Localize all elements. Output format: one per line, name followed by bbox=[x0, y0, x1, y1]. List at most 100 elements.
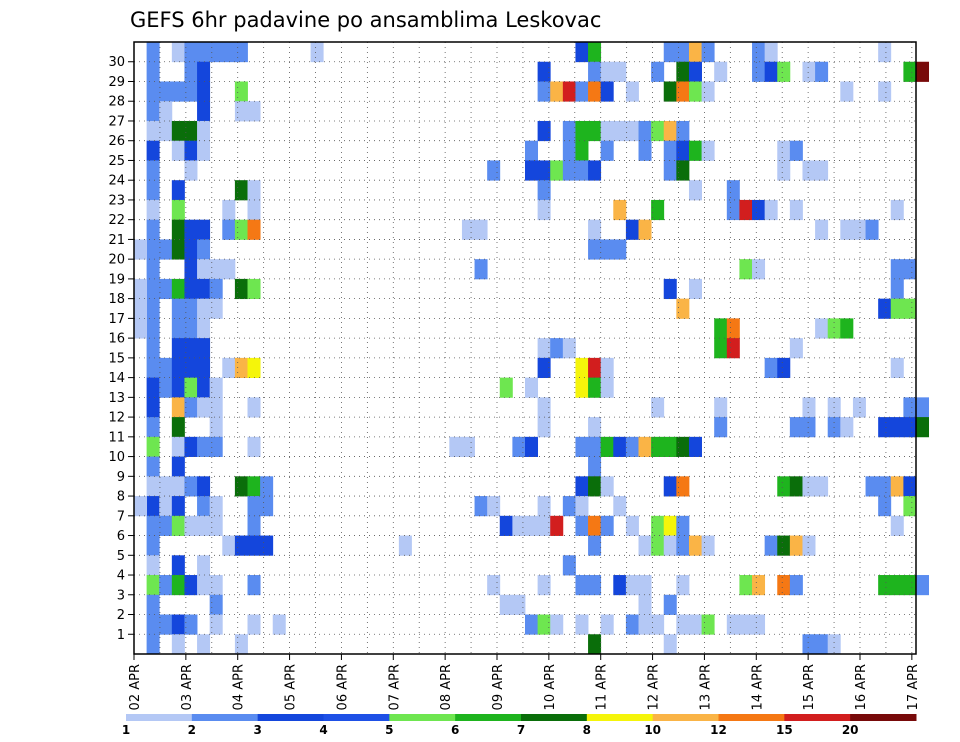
heatmap-cell bbox=[777, 575, 791, 596]
heatmap-cell bbox=[651, 515, 665, 536]
y-tick-label: 27 bbox=[108, 114, 125, 129]
grid-lines bbox=[134, 42, 916, 654]
heatmap-cell bbox=[625, 219, 639, 240]
heatmap-cell bbox=[588, 81, 602, 102]
heatmap-cell bbox=[171, 140, 185, 161]
heatmap-cell bbox=[134, 318, 148, 339]
y-tick-label: 26 bbox=[108, 134, 125, 149]
heatmap-cell bbox=[247, 436, 261, 457]
heatmap-cell bbox=[537, 338, 551, 359]
heatmap-cell bbox=[613, 61, 627, 82]
heatmap-cell bbox=[234, 357, 248, 379]
heatmap-cell bbox=[550, 160, 564, 181]
heatmap-cell bbox=[562, 81, 576, 102]
heatmap-cell bbox=[890, 515, 904, 536]
legend-label: 8 bbox=[583, 723, 591, 737]
heatmap-cell bbox=[739, 199, 753, 221]
heatmap-cell bbox=[197, 634, 211, 655]
x-tick-label: 14 APR bbox=[750, 664, 765, 710]
heatmap-cell bbox=[184, 259, 198, 280]
heatmap-cell bbox=[676, 120, 690, 142]
heatmap-cell bbox=[663, 634, 677, 655]
heatmap-cell bbox=[663, 436, 677, 457]
heatmap-cell bbox=[537, 357, 551, 379]
heatmap-cell bbox=[688, 81, 702, 102]
heatmap-cell bbox=[512, 515, 526, 536]
heatmap-cell bbox=[840, 219, 854, 240]
heatmap-cell bbox=[146, 575, 160, 596]
heatmap-cell bbox=[197, 436, 211, 457]
heatmap-cell bbox=[184, 397, 198, 418]
heatmap-cell bbox=[714, 397, 728, 418]
heatmap-cell bbox=[575, 81, 589, 102]
heatmap-cell bbox=[588, 357, 602, 379]
heatmap-cell bbox=[588, 42, 602, 63]
heatmap-cell bbox=[260, 535, 274, 556]
heatmap-cell bbox=[146, 61, 160, 82]
y-tick-label: 5 bbox=[117, 549, 125, 564]
heatmap-cell bbox=[184, 476, 198, 497]
heatmap-cell bbox=[146, 555, 160, 576]
heatmap-cell bbox=[209, 278, 223, 300]
heatmap-cell bbox=[890, 278, 904, 300]
heatmap-cell bbox=[588, 239, 602, 260]
heatmap-cell bbox=[197, 278, 211, 300]
heatmap-cell bbox=[234, 180, 248, 201]
heatmap-cell bbox=[234, 278, 248, 300]
heatmap-cell bbox=[575, 120, 589, 142]
heatmap-cell bbox=[209, 397, 223, 418]
y-tick-label: 20 bbox=[108, 253, 125, 268]
heatmap-cell bbox=[184, 61, 198, 82]
heatmap-cell bbox=[184, 298, 198, 319]
heatmap-cell bbox=[688, 278, 702, 300]
heatmap-cell bbox=[146, 594, 160, 615]
heatmap-cell bbox=[815, 219, 829, 240]
heatmap-cell bbox=[676, 61, 690, 82]
x-tick-label: 04 APR bbox=[232, 664, 247, 710]
heatmap-cell bbox=[247, 515, 261, 536]
heatmap-cell bbox=[890, 417, 904, 438]
heatmap-cell bbox=[663, 278, 677, 300]
heatmap-cell bbox=[537, 120, 551, 142]
heatmap-cell bbox=[688, 180, 702, 201]
heatmap-cell bbox=[802, 476, 816, 497]
x-tick-label: 10 APR bbox=[543, 664, 558, 710]
heatmap-cell bbox=[815, 634, 829, 655]
heatmap-cell bbox=[171, 42, 185, 63]
legend-swatch bbox=[389, 714, 456, 721]
heatmap-cell bbox=[159, 575, 173, 596]
heatmap-cell bbox=[146, 180, 160, 201]
heatmap-cell bbox=[234, 101, 248, 122]
heatmap-cell bbox=[159, 239, 173, 260]
heatmap-cell bbox=[209, 614, 223, 635]
heatmap-cell bbox=[726, 338, 740, 359]
y-tick-label: 19 bbox=[108, 272, 125, 287]
heatmap-cell bbox=[562, 496, 576, 517]
heatmap-cell bbox=[197, 476, 211, 497]
heatmap-cell bbox=[739, 614, 753, 635]
heatmap-cell bbox=[638, 140, 652, 161]
heatmap-cell bbox=[260, 496, 274, 517]
heatmap-cell bbox=[197, 515, 211, 536]
y-tick-label: 1 bbox=[117, 628, 125, 643]
heatmap-cell bbox=[562, 555, 576, 576]
heatmap-cell bbox=[537, 160, 551, 181]
y-tick-label: 8 bbox=[117, 490, 125, 505]
legend-swatch bbox=[191, 714, 259, 721]
heatmap-cell bbox=[726, 614, 740, 635]
heatmap-cell bbox=[184, 120, 198, 142]
heatmap-cell bbox=[499, 594, 513, 615]
legend-label: 4 bbox=[319, 723, 327, 737]
heatmap-cell bbox=[764, 535, 778, 556]
heatmap-cell bbox=[714, 417, 728, 438]
legend-label: 3 bbox=[253, 723, 261, 737]
heatmap-cell bbox=[890, 357, 904, 379]
heatmap-cell bbox=[512, 594, 526, 615]
heatmap-cell bbox=[588, 515, 602, 536]
heatmap-cell bbox=[247, 101, 261, 122]
x-tick-label: 13 APR bbox=[698, 664, 713, 710]
heatmap-cell bbox=[146, 436, 160, 457]
heatmap-cell bbox=[562, 160, 576, 181]
heatmap-cell bbox=[234, 42, 248, 63]
